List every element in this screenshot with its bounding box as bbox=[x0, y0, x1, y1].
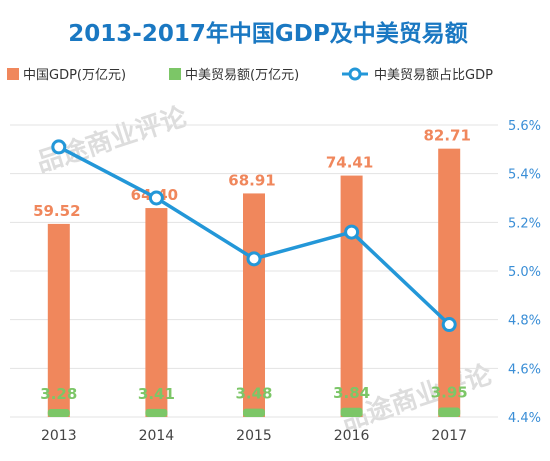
legend-item-ratio: 中美贸易额占比GDP bbox=[342, 67, 493, 83]
point-ratio bbox=[148, 190, 164, 206]
y2-tick-label: 4.8% bbox=[508, 314, 541, 329]
legend: 中国GDP(万亿元) 中美贸易额(万亿元) 中美贸易额占比GDP bbox=[7, 67, 493, 83]
legend-label-trade: 中美贸易额(万亿元) bbox=[185, 68, 299, 83]
y2-tick-label: 5.0% bbox=[508, 265, 541, 280]
x-tick-label: 2013 bbox=[41, 428, 77, 444]
bar-gdp bbox=[243, 193, 265, 417]
bar-gdp bbox=[340, 175, 363, 417]
bar-gdp bbox=[47, 223, 70, 417]
y2-tick-label: 5.2% bbox=[508, 216, 541, 231]
data-label-gdp: 82.71 bbox=[423, 127, 470, 145]
data-label-gdp: 59.52 bbox=[33, 202, 80, 220]
data-label-gdp: 74.41 bbox=[326, 154, 373, 172]
y2-tick-label: 4.6% bbox=[508, 362, 541, 377]
legend-swatch-gdp bbox=[7, 68, 19, 80]
plot-area: 品途商业评论品途商业评论5.6%5.4%5.2%5.0%4.8%4.6%4.4%… bbox=[10, 101, 541, 444]
bar-gdp bbox=[438, 148, 461, 418]
point-ratio bbox=[344, 224, 360, 240]
y2-tick-label: 5.6% bbox=[508, 119, 541, 134]
data-label-gdp: 68.91 bbox=[228, 171, 275, 189]
y2-tick-label: 5.4% bbox=[508, 168, 541, 183]
data-label-trade: 3.28 bbox=[40, 385, 77, 403]
bar-trade bbox=[243, 408, 265, 417]
x-tick-label: 2016 bbox=[334, 428, 370, 444]
point-ratio bbox=[51, 139, 67, 155]
legend-marker-ratio bbox=[348, 67, 362, 81]
point-ratio bbox=[441, 317, 457, 333]
x-tick-label: 2017 bbox=[431, 428, 467, 444]
legend-label-gdp: 中国GDP(万亿元) bbox=[23, 68, 126, 83]
x-tick-label: 2015 bbox=[236, 428, 272, 444]
point-ratio bbox=[246, 251, 262, 267]
watermark-text: 品途商业评论 bbox=[33, 101, 192, 179]
bar-trade bbox=[145, 408, 168, 417]
bar-trade bbox=[47, 409, 70, 417]
x-tick-label: 2014 bbox=[139, 428, 175, 444]
y2-tick-label: 4.4% bbox=[508, 411, 541, 426]
bar-gdp bbox=[145, 208, 168, 417]
data-label-trade: 3.41 bbox=[138, 385, 175, 403]
legend-label-ratio: 中美贸易额占比GDP bbox=[374, 68, 493, 83]
chart-title: 2013-2017年中国GDP及中美贸易额 bbox=[68, 20, 467, 47]
data-label-trade: 3.84 bbox=[333, 384, 370, 402]
legend-item-gdp: 中国GDP(万亿元) bbox=[7, 68, 126, 83]
bar-trade bbox=[438, 407, 461, 417]
data-label-trade: 3.48 bbox=[235, 385, 272, 403]
legend-item-trade: 中美贸易额(万亿元) bbox=[169, 68, 299, 83]
bar-trade bbox=[340, 407, 363, 417]
legend-swatch-trade bbox=[169, 68, 181, 80]
data-label-trade: 3.95 bbox=[431, 384, 468, 402]
